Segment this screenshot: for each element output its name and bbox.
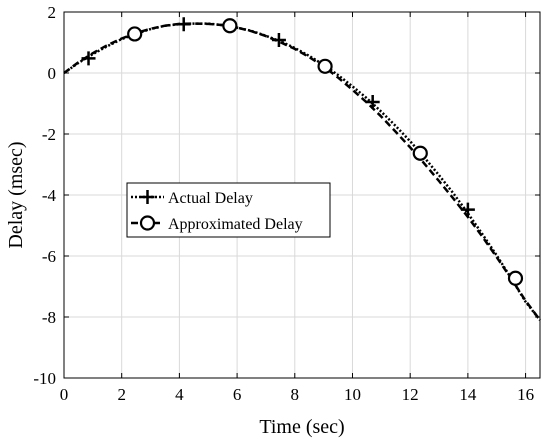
y-tick-label: -4 [42,186,57,205]
x-tick-label: 14 [459,385,477,404]
approximated-delay-marker [317,58,333,74]
y-tick-label: -8 [42,308,56,327]
x-tick-label: 2 [117,385,126,404]
approximated-delay-marker [507,270,524,286]
legend-box [126,182,331,238]
legend-label-actual: Actual Delay [168,190,253,207]
actual-delay-marker [176,17,191,32]
y-tick-label: 0 [48,64,57,83]
circle-marker-icon [139,215,156,231]
x-tick-label: 10 [344,385,361,404]
legend: Actual Delay Approximated Delay [126,182,331,238]
y-axis-label: Delay (msec) [5,141,27,248]
legend-item-approximated: Approximated Delay [131,215,303,233]
series-line-actual [63,22,541,321]
actual-delay-marker [271,33,286,48]
series-lines [63,22,542,321]
y-tick-label: -2 [42,125,56,144]
approximated-delay-marker [412,145,428,161]
plus-marker-icon [140,190,155,204]
x-tick-label: 0 [60,385,69,404]
x-tick-label: 4 [175,385,184,404]
y-tick-label: 2 [48,3,57,22]
approximated-delay-marker [127,26,143,42]
legend-label-approximated: Approximated Delay [168,216,303,233]
x-tick-label: 12 [402,385,419,404]
actual-delay-marker [81,51,96,66]
legend-item-actual: Actual Delay [131,190,253,207]
series-line-approximated [63,22,542,321]
x-tick-label: 8 [291,385,300,404]
approximated-delay-marker [222,18,238,34]
x-axis-label: Time (sec) [259,416,344,438]
x-tick-label: 6 [233,385,242,404]
actual-delay-marker [365,94,380,109]
y-tick-label: -10 [33,369,56,388]
actual-delay-marker [460,202,475,217]
axis-ticks: 0 2 4 6 8 10 12 14 16 2 0 -2 -4 -6 -8 -10 [33,3,540,404]
x-tick-label: 16 [517,385,534,404]
y-tick-label: -6 [42,247,56,266]
series-markers [81,17,524,286]
